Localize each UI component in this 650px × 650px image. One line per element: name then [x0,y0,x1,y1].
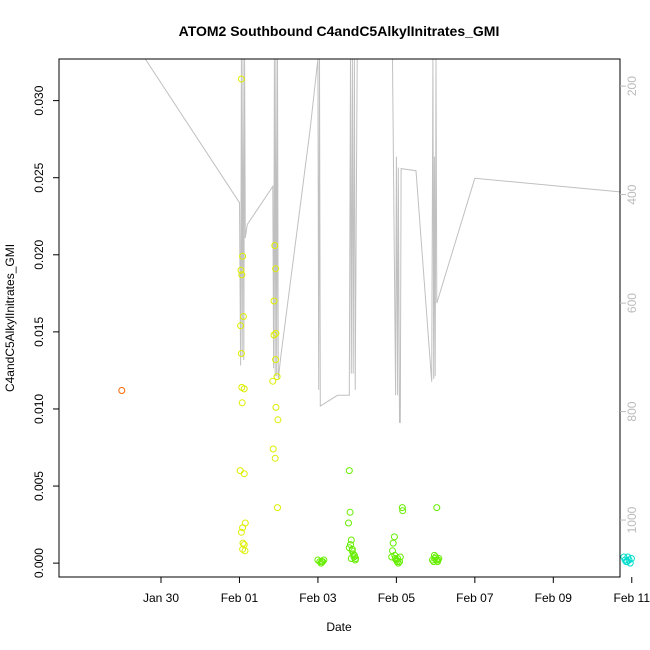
right-tick-label: 200 [625,76,639,96]
y-tick-label: 0.015 [32,317,46,347]
data-point [238,271,246,279]
plot-frame [58,58,621,578]
x-tick-label: Jan 30 [143,591,179,605]
x-tick-label: Feb 05 [378,591,416,605]
points-layer [118,75,635,567]
data-point [236,467,244,475]
data-point [274,504,281,512]
y-tick-label: 0.000 [32,548,46,578]
data-point [394,559,402,567]
x-tick-label: Feb 11 [614,591,650,605]
pressure-line-layer [70,58,621,423]
chart-title: ATOM2 Southbound C4andC5AlkylInitrates_G… [179,23,500,39]
data-point [240,385,248,393]
data-point [272,265,280,273]
data-point [433,504,441,512]
data-point [352,555,360,562]
data-point [270,331,278,339]
data-point [345,467,353,475]
data-point [240,470,248,478]
x-tick-label: Feb 09 [535,591,573,605]
data-point [347,541,354,549]
data-point [241,547,249,555]
y-tick-label: 0.005 [32,471,46,501]
data-point [316,558,324,566]
data-point [347,536,355,544]
y-axis: 0.000 0.005 0.010 0.015 0.020 0.025 0.030 [32,85,59,578]
data-point [389,539,397,547]
data-point [272,329,280,337]
data-point [237,266,245,274]
data-point [271,454,279,462]
data-point [237,75,245,83]
data-point [394,555,402,562]
data-point [272,356,280,364]
pressure-line [70,58,621,423]
x-tick-label: Feb 07 [456,591,494,605]
data-point [627,555,635,562]
x-axis: Jan 30 Feb 01 Feb 03 Feb 05 Feb 07 Feb 09 Feb … [143,577,650,605]
data-point [390,533,398,541]
data-point [273,373,281,381]
data-point [237,322,245,330]
data-point [270,297,278,305]
data-point [398,504,406,512]
right-tick-label: 600 [625,293,639,313]
y-tick-label: 0.030 [32,85,46,115]
data-point [272,403,280,411]
data-point [346,508,354,516]
y-tick-label: 0.020 [32,239,46,269]
data-point [434,556,442,564]
y-tick-label: 0.025 [32,162,46,192]
x-tick-label: Feb 03 [299,591,337,605]
data-point [237,528,245,536]
x-tick-label: Feb 01 [221,591,259,605]
data-point [118,387,126,394]
data-point [399,507,407,515]
data-point [317,559,325,567]
data-point [239,524,247,532]
data-point [239,252,247,260]
right-tick-label: 400 [625,184,639,204]
x-axis-label: Date [326,620,352,634]
data-point [269,377,277,385]
data-point [430,551,438,559]
data-point [350,551,358,559]
data-point [271,242,279,249]
data-point [274,416,282,424]
right-tick-label: 800 [625,401,639,421]
y-axis-label: C4andC5AlkylInitrates_GMI [3,244,17,392]
right-axis: 200 400 600 800 1000 [620,76,639,533]
data-point [348,545,356,553]
right-tick-label: 1000 [625,506,639,533]
data-point [238,399,246,407]
data-point [239,313,247,320]
y-tick-label: 0.010 [32,394,46,424]
data-point [319,558,327,566]
data-point [345,519,352,527]
data-point [237,350,245,357]
data-point [269,445,277,453]
